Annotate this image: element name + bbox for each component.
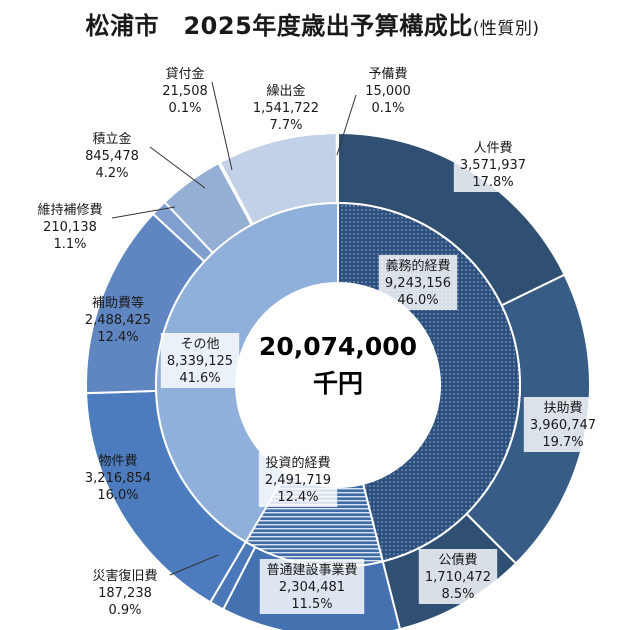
outer-label-percent-10: 7.7% — [269, 118, 302, 133]
outer-leader-8 — [149, 146, 206, 189]
leader-lines — [111, 81, 357, 576]
outer-leader-4 — [169, 554, 219, 576]
outer-label-value_label-11: 15,000 — [365, 84, 411, 99]
outer-label-9: 貸付金 21,508 0.1% — [162, 66, 208, 116]
inner-label-value_label-0: 9,243,156 — [385, 276, 451, 291]
chart-title-main: 松浦市 2025年度歳出予算構成比 — [85, 12, 473, 40]
inner-label-percent-2: 41.6% — [179, 371, 220, 386]
outer-label-8: 積立金 845,478 4.2% — [85, 131, 139, 181]
inner-label-box-1 — [258, 452, 338, 507]
inner-label-2: その他 8,339,125 41.6% — [160, 333, 240, 388]
inner-label-box-0 — [378, 255, 458, 310]
center-total: 20,074,000 — [259, 332, 417, 361]
inner-label-value_label-2: 8,339,125 — [167, 354, 233, 369]
outer-label-4: 災害復旧費 187,238 0.9% — [92, 568, 157, 618]
outer-label-name-7: 維持補修費 — [37, 203, 102, 218]
outer-label-0: 人件費 3,571,937 17.8% — [453, 137, 533, 192]
inner-label-percent-1: 12.4% — [277, 490, 318, 505]
outer-label-name-9: 貸付金 — [165, 66, 204, 82]
outer-label-box-10 — [246, 80, 326, 135]
outer-label-name-11: 予備費 — [368, 66, 407, 82]
outer-label-box-2 — [418, 549, 498, 604]
outer-label-box-3 — [259, 559, 365, 614]
outer-label-percent-7: 1.1% — [53, 237, 86, 252]
outer-label-name-8: 積立金 — [92, 131, 131, 147]
outer-label-value_label-4: 187,238 — [98, 586, 152, 601]
outer-label-box-0 — [453, 137, 533, 192]
outer-label-percent-2: 8.5% — [441, 587, 474, 602]
outer-label-percent-0: 17.8% — [472, 175, 513, 190]
outer-label-value_label-9: 21,508 — [162, 84, 208, 99]
outer-label-11: 予備費 15,000 0.1% — [365, 66, 411, 116]
outer-label-percent-6: 12.4% — [97, 330, 138, 345]
outer-label-5: 物件費 3,216,854 16.0% — [85, 454, 151, 503]
center-unit: 千円 — [313, 369, 363, 398]
chart-title: 松浦市 2025年度歳出予算構成比(性質別) — [0, 6, 625, 41]
outer-label-value_label-1: 3,960,747 — [530, 418, 596, 433]
outer-label-value_label-3: 2,304,481 — [279, 580, 345, 595]
slice-labels: 人件費 3,571,937 17.8% 扶助費 3,960,747 19.7% 公債費 1,7… — [37, 66, 603, 618]
chart-title-sub: (性質別) — [472, 19, 540, 39]
outer-label-name-0: 人件費 — [473, 141, 512, 156]
outer-label-name-3: 普通建設事業費 — [266, 562, 357, 578]
inner-label-name-0: 義務的経費 — [385, 258, 450, 274]
inner-label-value_label-1: 2,491,719 — [265, 473, 331, 488]
inner-label-box-2 — [160, 333, 240, 388]
outer-label-name-2: 公債費 — [438, 553, 477, 568]
outer-label-percent-1: 19.7% — [542, 435, 583, 450]
outer-label-value_label-6: 2,488,425 — [85, 313, 151, 328]
outer-label-2: 公債費 1,710,472 8.5% — [418, 549, 498, 604]
outer-label-name-1: 扶助費 — [543, 401, 582, 416]
inner-slice-2 — [155, 201, 339, 544]
outer-slice-11 — [335, 131, 339, 205]
outer-label-value_label-7: 210,138 — [43, 220, 97, 235]
outer-label-7: 維持補修費 210,138 1.1% — [37, 203, 102, 252]
inner-label-name-2: その他 — [180, 337, 219, 352]
outer-label-value_label-5: 3,216,854 — [85, 471, 151, 486]
outer-label-name-6: 補助費等 — [92, 295, 144, 311]
outer-leader-7 — [111, 206, 176, 219]
outer-label-percent-9: 0.1% — [168, 101, 201, 116]
outer-label-6: 補助費等 2,488,425 12.4% — [85, 295, 151, 345]
outer-label-value_label-0: 3,571,937 — [460, 158, 526, 173]
outer-label-percent-11: 0.1% — [371, 101, 404, 116]
outer-label-value_label-8: 845,478 — [85, 149, 139, 164]
outer-label-value_label-2: 1,710,472 — [425, 570, 491, 585]
outer-label-percent-5: 16.0% — [97, 488, 138, 503]
outer-leader-9 — [211, 81, 233, 171]
outer-label-1: 扶助費 3,960,747 19.7% — [523, 397, 603, 452]
outer-label-name-4: 災害復旧費 — [92, 568, 157, 584]
outer-label-percent-4: 0.9% — [108, 603, 141, 618]
inner-label-percent-0: 46.0% — [397, 293, 438, 308]
outer-label-value_label-10: 1,541,722 — [253, 101, 319, 116]
outer-label-box-1 — [523, 397, 603, 452]
outer-label-name-5: 物件費 — [98, 454, 137, 469]
outer-label-percent-8: 4.2% — [95, 166, 128, 181]
outer-label-percent-3: 11.5% — [291, 597, 332, 612]
inner-label-name-1: 投資的経費 — [265, 455, 330, 471]
outer-label-10: 繰出金 1,541,722 7.7% — [246, 80, 326, 135]
inner-label-1: 投資的経費 2,491,719 12.4% — [258, 452, 338, 507]
outer-label-name-10: 繰出金 — [266, 83, 305, 99]
outer-label-3: 普通建設事業費 2,304,481 11.5% — [259, 559, 365, 614]
inner-label-0: 義務的経費 9,243,156 46.0% — [378, 255, 458, 310]
outer-leader-11 — [336, 94, 357, 156]
